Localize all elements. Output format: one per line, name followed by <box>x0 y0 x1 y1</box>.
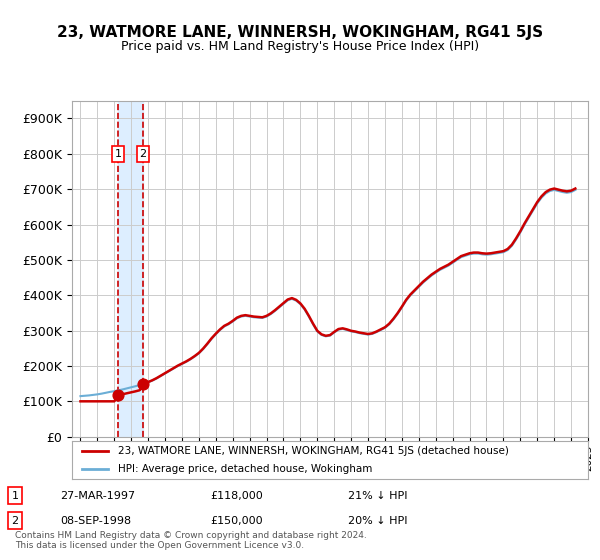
Point <box>113 390 123 399</box>
Text: 2: 2 <box>11 516 19 526</box>
Text: £118,000: £118,000 <box>210 491 263 501</box>
Text: Price paid vs. HM Land Registry's House Price Index (HPI): Price paid vs. HM Land Registry's House … <box>121 40 479 53</box>
Text: 21% ↓ HPI: 21% ↓ HPI <box>348 491 407 501</box>
Text: HPI: Average price, detached house, Wokingham: HPI: Average price, detached house, Woki… <box>118 464 373 474</box>
Text: 27-MAR-1997: 27-MAR-1997 <box>60 491 135 501</box>
Text: 2: 2 <box>139 149 146 159</box>
Point <box>138 379 148 388</box>
Text: 1: 1 <box>11 491 19 501</box>
Text: 23, WATMORE LANE, WINNERSH, WOKINGHAM, RG41 5JS: 23, WATMORE LANE, WINNERSH, WOKINGHAM, R… <box>57 25 543 40</box>
Text: Contains HM Land Registry data © Crown copyright and database right 2024.
This d: Contains HM Land Registry data © Crown c… <box>15 530 367 550</box>
Text: £150,000: £150,000 <box>210 516 263 526</box>
Text: 1: 1 <box>115 149 122 159</box>
Bar <box>118 101 143 437</box>
Text: 08-SEP-1998: 08-SEP-1998 <box>60 516 131 526</box>
Text: 23, WATMORE LANE, WINNERSH, WOKINGHAM, RG41 5JS (detached house): 23, WATMORE LANE, WINNERSH, WOKINGHAM, R… <box>118 446 509 456</box>
Text: 20% ↓ HPI: 20% ↓ HPI <box>348 516 407 526</box>
